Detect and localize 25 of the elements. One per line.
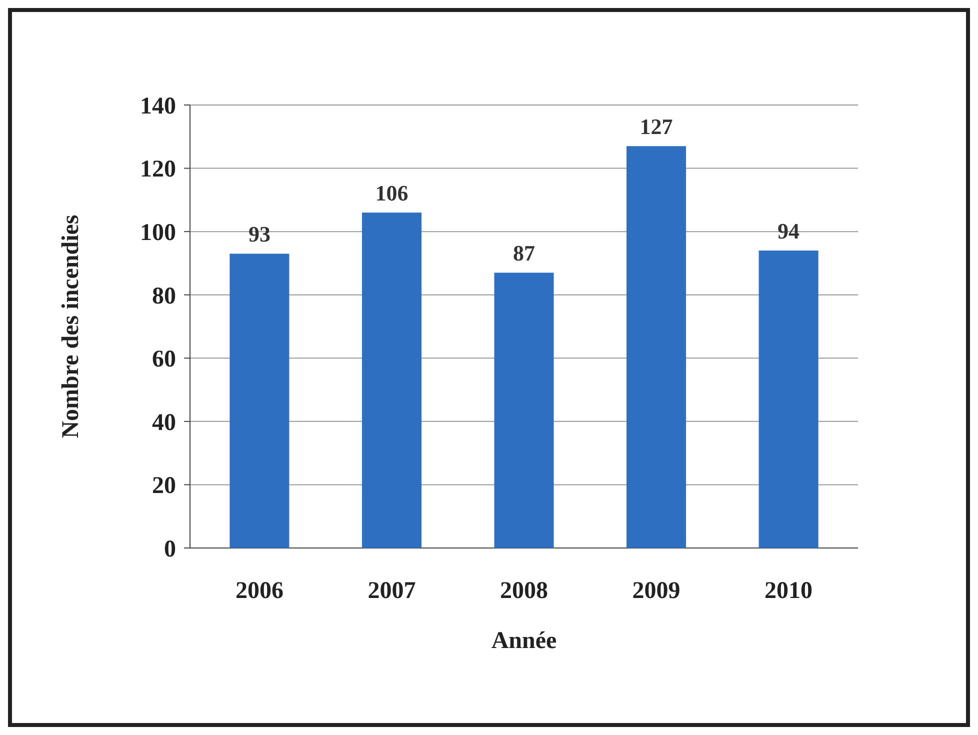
x-tick-label: 2006 [235, 578, 284, 604]
x-tick-label: 2008 [500, 578, 548, 604]
x-tick-label: 2009 [632, 578, 680, 604]
bar [758, 250, 818, 548]
x-tick-label: 2010 [764, 578, 813, 604]
y-tick-label: 40 [152, 410, 176, 436]
data-label: 94 [778, 218, 800, 244]
y-axis-title: Nombre des incendies [58, 214, 84, 438]
bar [626, 146, 686, 548]
data-label: 127 [640, 114, 673, 140]
x-axis-title: Année [491, 628, 558, 654]
bar [230, 254, 290, 548]
x-tick-label: 2007 [368, 578, 416, 604]
y-tick-label: 140 [140, 93, 176, 120]
bar [362, 212, 422, 548]
data-label: 87 [513, 240, 535, 266]
y-tick-label: 120 [140, 156, 176, 183]
y-tick-label: 80 [152, 283, 176, 310]
y-tick-label: 100 [140, 220, 176, 246]
bar [494, 272, 554, 548]
data-label: 93 [248, 222, 270, 247]
y-tick-label: 60 [152, 346, 176, 373]
y-tick-label: 20 [152, 473, 176, 500]
y-tick-label: 0 [164, 536, 176, 562]
data-label: 106 [375, 180, 408, 206]
